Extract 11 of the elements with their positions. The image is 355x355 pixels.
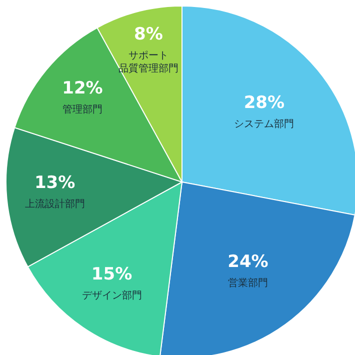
data-label: 28%	[244, 93, 285, 114]
data-label: 13%	[34, 173, 76, 194]
slice-label: 管理部門	[62, 104, 102, 116]
data-label: 24%	[228, 252, 268, 272]
data-label: 8%	[134, 24, 163, 44]
data-label: 12%	[62, 78, 103, 99]
slice-label: システム部門	[234, 118, 294, 130]
data-label: 15%	[91, 264, 132, 284]
slice-label: 営業部門	[228, 276, 268, 289]
slice-label: 上流設計部門	[24, 198, 85, 210]
slice-label: デザイン部門	[82, 289, 142, 302]
